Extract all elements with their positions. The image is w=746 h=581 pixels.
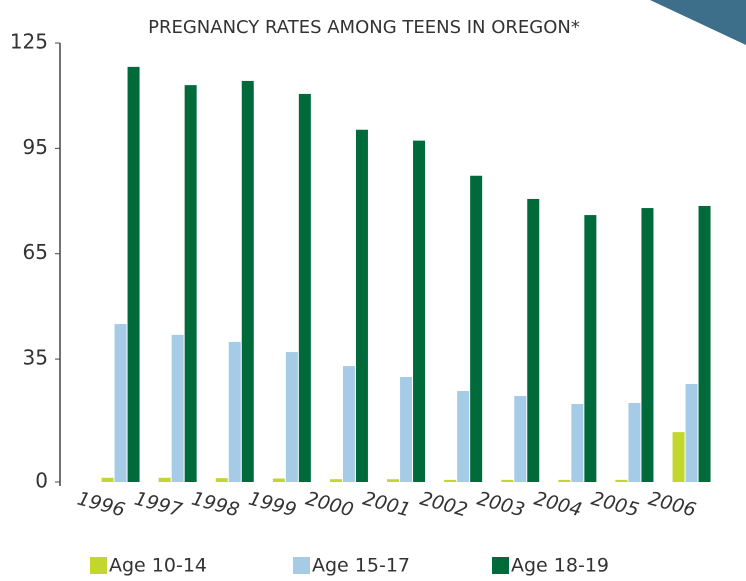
bar (628, 402, 641, 482)
bar (672, 432, 685, 482)
bar (114, 323, 127, 482)
bar (698, 205, 711, 483)
legend-swatch (293, 557, 310, 574)
bar (127, 66, 140, 483)
y-tick-label: 125 (10, 30, 48, 54)
bar (241, 80, 254, 483)
bar (685, 384, 698, 482)
x-tick-label: 2004 (532, 488, 584, 522)
bar (501, 479, 514, 482)
legend-label: Age 18-19 (511, 555, 609, 577)
chart-title: PREGNANCY RATES AMONG TEENS IN OREGON* (148, 17, 580, 38)
bar (400, 376, 413, 482)
bar (413, 140, 426, 482)
y-tick-label: 35 (23, 346, 48, 370)
bar (470, 175, 483, 482)
bar (571, 404, 584, 482)
bar (285, 352, 298, 482)
bar (171, 334, 184, 482)
x-tick-label: 1996 (75, 488, 127, 522)
bar (527, 198, 540, 482)
bar (641, 208, 654, 482)
bar (184, 85, 197, 483)
bar (342, 366, 355, 482)
x-tick-label: 2001 (360, 488, 412, 522)
bar (228, 341, 241, 482)
y-tick-label: 0 (35, 469, 48, 493)
bar (298, 93, 311, 482)
x-tick-label: 2002 (418, 488, 470, 522)
bar (272, 478, 285, 482)
bar (615, 479, 628, 482)
bar (101, 477, 114, 482)
legend-swatch (492, 557, 509, 574)
bar (444, 479, 457, 482)
x-tick-label: 1998 (189, 488, 241, 522)
corner-decoration (650, 0, 746, 45)
legend-swatch (90, 557, 107, 574)
x-tick-label: 2006 (646, 488, 698, 522)
bar (387, 479, 400, 482)
x-tick-label: 1999 (246, 488, 298, 522)
x-tick-label: 2000 (303, 488, 355, 522)
bar (558, 479, 571, 482)
x-tick-label: 2003 (475, 488, 527, 522)
y-tick-label: 95 (23, 135, 48, 159)
bar (457, 391, 470, 482)
bar (584, 215, 597, 482)
bar (329, 479, 342, 482)
legend-label: Age 15-17 (312, 555, 410, 577)
x-tick-label: 1997 (132, 488, 184, 522)
x-tick-label: 2005 (589, 488, 641, 522)
bar (215, 478, 228, 482)
y-tick-label: 65 (23, 240, 48, 264)
bar (514, 395, 527, 482)
bar (355, 129, 368, 482)
legend-label: Age 10-14 (109, 555, 207, 577)
bar (158, 477, 171, 482)
